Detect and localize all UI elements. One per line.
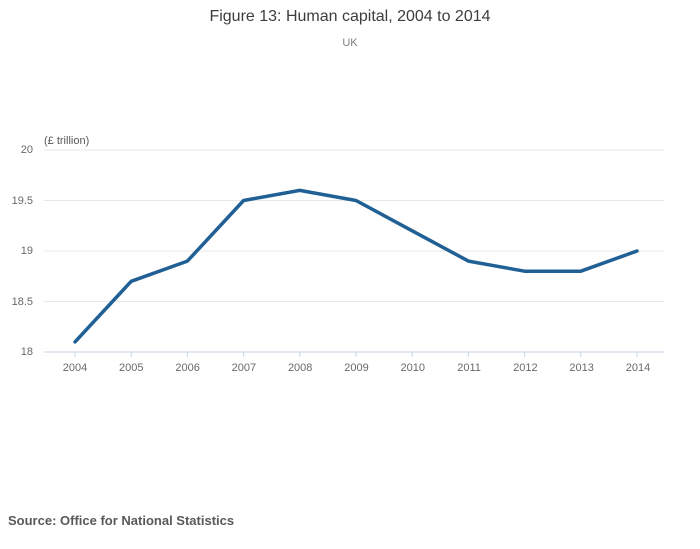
x-tick-label: 2008 — [287, 362, 313, 374]
x-tick-label: 2011 — [457, 362, 481, 374]
x-tick-label: 2013 — [569, 362, 594, 374]
x-tick-label: 2014 — [625, 362, 651, 374]
x-axis-tick-labels: 2004 2005 2006 2007 2008 2009 2010 2011 … — [47, 362, 666, 374]
chart-subtitle: UK — [342, 37, 358, 49]
x-tick-label: 2009 — [344, 362, 369, 374]
x-tick-label: 2012 — [513, 362, 538, 374]
line-chart — [44, 149, 664, 357]
y-axis-unit-label: (£ trillion) — [44, 135, 90, 147]
y-tick-label: 19.5 — [11, 195, 33, 207]
y-tick-label: 18 — [20, 346, 33, 358]
x-tick-label: 2010 — [400, 362, 426, 374]
y-tick-label: 20 — [20, 144, 33, 156]
x-tick-label: 2005 — [119, 362, 144, 374]
y-tick-label: 18.5 — [11, 296, 33, 308]
x-tick-label: 2004 — [62, 362, 88, 374]
chart-title: Figure 13: Human capital, 2004 to 2014 — [209, 8, 491, 25]
y-tick-label: 19 — [20, 245, 33, 257]
x-tick-label: 2006 — [175, 362, 200, 374]
source-attribution: Source: Office for National Statistics — [8, 513, 235, 528]
x-tick-label: 2007 — [231, 362, 257, 374]
